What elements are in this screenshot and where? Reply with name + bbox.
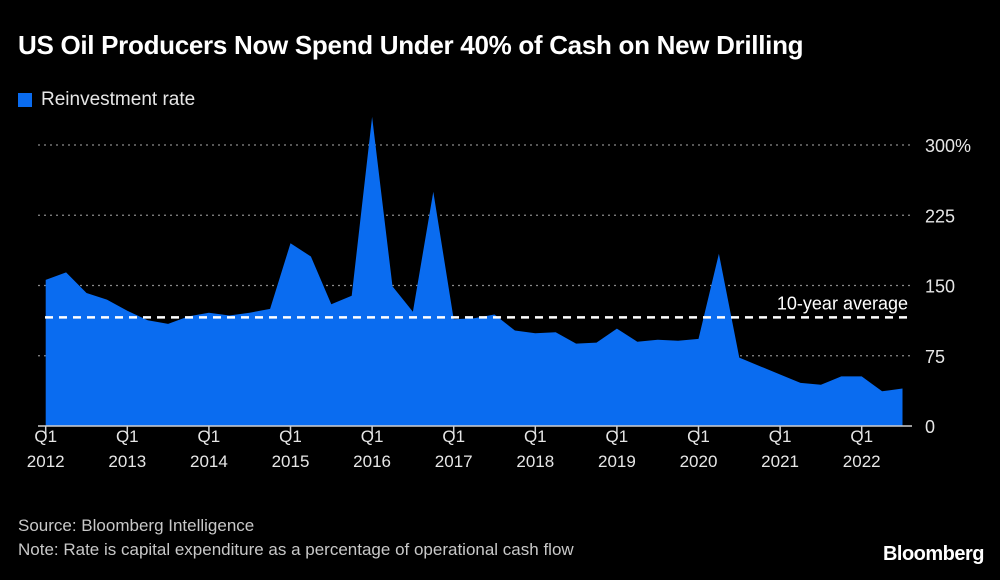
x-tick-quarter: Q1	[34, 427, 57, 446]
x-tick-quarter: Q1	[442, 427, 465, 446]
legend: Reinvestment rate	[18, 89, 195, 111]
ten-year-average-label: 10-year average	[777, 293, 908, 313]
y-tick-label: 150	[925, 277, 955, 297]
legend-label: Reinvestment rate	[41, 89, 196, 110]
y-tick-label: 225	[925, 206, 955, 226]
y-tick-label: 75	[925, 347, 945, 367]
x-tick-quarter: Q1	[606, 427, 629, 446]
source-note: Source: Bloomberg Intelligence	[18, 516, 255, 535]
area-series-reinvestment-rate	[45, 116, 903, 427]
x-tick-year: 2021	[761, 452, 799, 471]
x-tick-quarter: Q1	[198, 427, 221, 446]
x-tick-quarter: Q1	[687, 427, 710, 446]
x-tick-year: 2022	[843, 452, 881, 471]
y-tick-label: 0	[925, 417, 935, 437]
x-tick-quarter: Q1	[524, 427, 547, 446]
x-tick-year: 2013	[108, 452, 146, 471]
x-tick-quarter: Q1	[361, 427, 384, 446]
x-tick-year: 2016	[353, 452, 391, 471]
x-tick-year: 2019	[598, 452, 636, 471]
x-tick-year: 2017	[435, 452, 473, 471]
x-tick-quarter: Q1	[769, 427, 792, 446]
x-tick-year: 2014	[190, 452, 228, 471]
bloomberg-logo: Bloomberg	[882, 543, 985, 565]
x-tick-quarter: Q1	[116, 427, 139, 446]
x-tick-quarter: Q1	[279, 427, 302, 446]
x-tick-quarter: Q1	[850, 427, 873, 446]
x-tick-year: 2012	[27, 452, 65, 471]
x-tick-year: 2018	[516, 452, 554, 471]
x-tick-year: 2015	[272, 452, 310, 471]
x-tick-year: 2020	[680, 452, 718, 471]
legend-swatch	[18, 93, 32, 107]
y-tick-label: 300%	[925, 136, 971, 156]
chart-title: US Oil Producers Now Spend Under 40% of …	[18, 30, 804, 60]
footnote: Note: Rate is capital expenditure as a p…	[18, 540, 574, 559]
